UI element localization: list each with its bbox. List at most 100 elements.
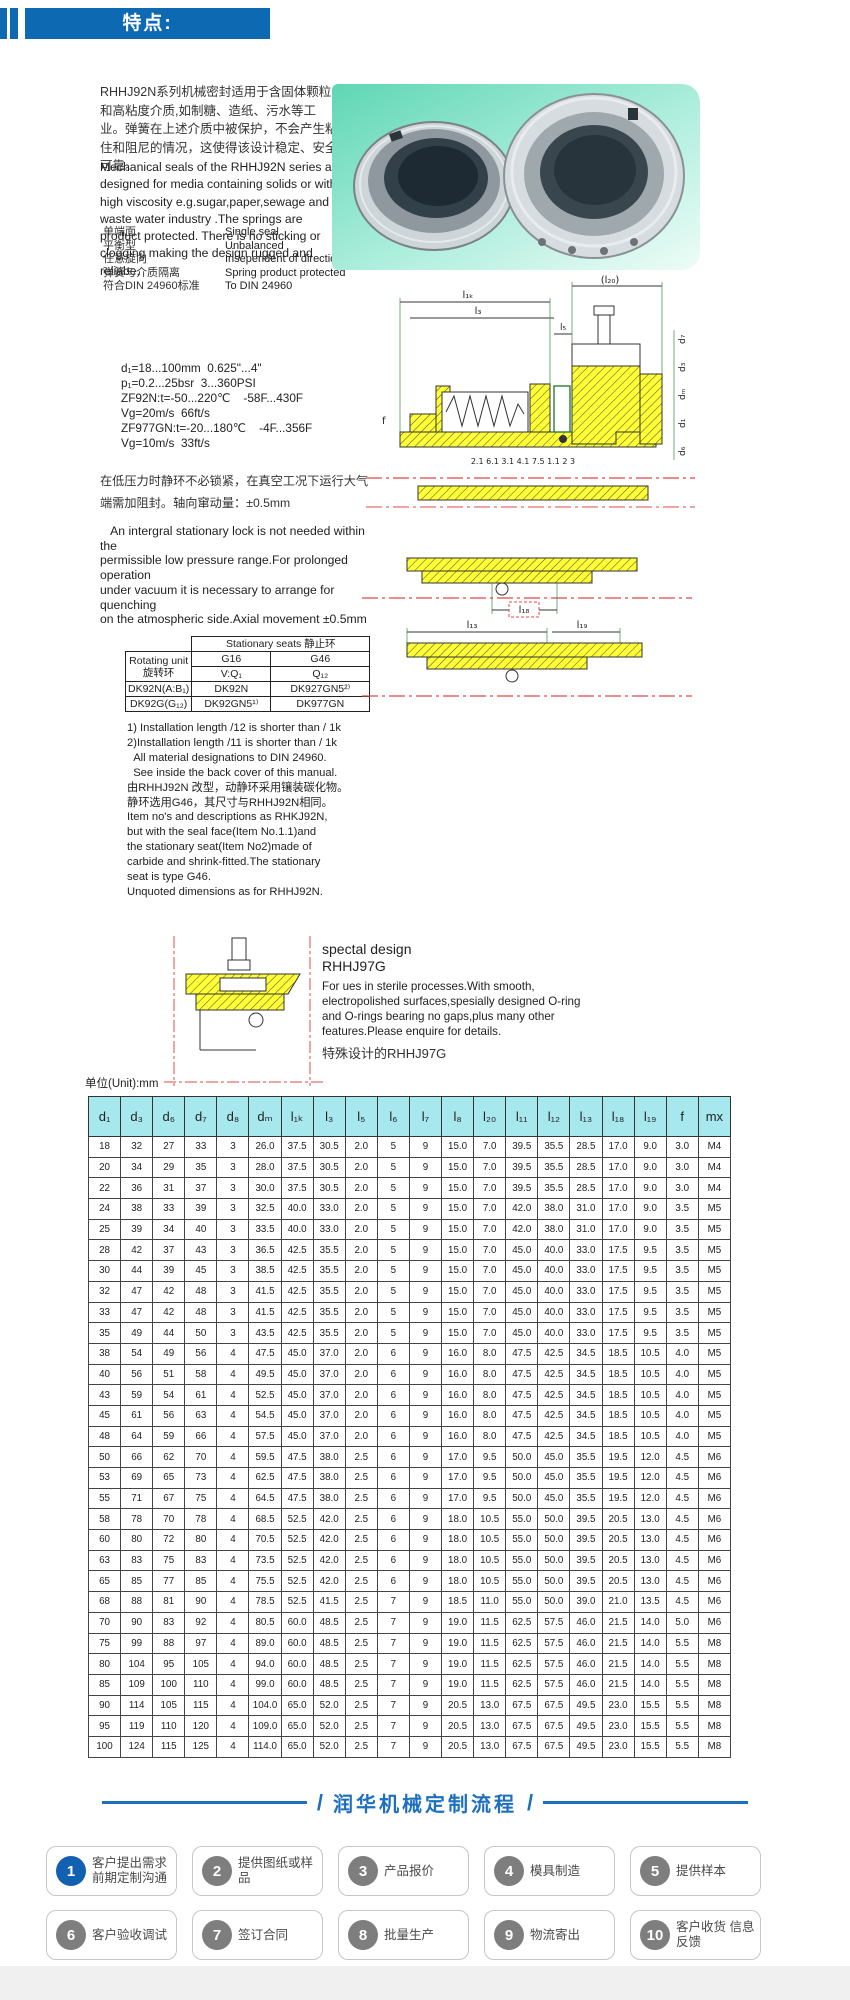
decor-stripe: [10, 8, 18, 39]
table-cell: 43: [184, 1239, 218, 1262]
table-cell: 33.0: [569, 1239, 603, 1262]
table-cell: 47.5: [280, 1446, 314, 1468]
table-row: 40 56 51 58 4 49.5 45.0 37.0 2.0 6 9 16.0 8.0 47.5 42.…: [87, 1363, 732, 1386]
dim-label: d₃: [678, 362, 688, 372]
table-cell: 6: [376, 1342, 410, 1365]
table-cell: 21.5: [601, 1632, 635, 1655]
table-cell: 50: [87, 1446, 122, 1468]
table-cell: 27: [152, 1136, 186, 1158]
table-cell: 42: [152, 1301, 186, 1324]
product-photo: [332, 84, 700, 270]
table-cell: 41.5: [312, 1591, 346, 1613]
table-cell: 7.0: [473, 1218, 507, 1241]
table-cell: 9: [408, 1384, 443, 1406]
table-cell: 5: [376, 1260, 410, 1282]
table-cell: 40.0: [537, 1260, 571, 1282]
table-cell: 83: [184, 1549, 218, 1572]
table-cell: 2.0: [344, 1136, 378, 1158]
table-cell: 34: [152, 1218, 186, 1241]
table-cell: 39.5: [569, 1549, 603, 1572]
table-cell: M4: [697, 1177, 732, 1200]
seat-table-cell: DK92G(G₁₂): [124, 696, 193, 712]
table-cell: 55.0: [505, 1549, 539, 1572]
table-cell: 5.5: [665, 1735, 699, 1758]
table-cell: 65: [87, 1570, 122, 1593]
table-cell: 9: [408, 1177, 443, 1200]
table-cell: 33.0: [312, 1218, 346, 1241]
table-cell: 38.0: [312, 1467, 346, 1489]
table-cell: 33.0: [312, 1198, 346, 1220]
table-row: 48 64 59 66 4 57.5 45.0 37.0 2.0 6 9 16.0 8.0 47.5 42.…: [87, 1425, 732, 1448]
table-cell: 5.5: [665, 1632, 699, 1655]
table-cell: 45.0: [537, 1446, 571, 1468]
table-cell: 4: [216, 1342, 250, 1365]
table-cell: 38.0: [537, 1198, 571, 1220]
table-cell: 6: [376, 1467, 410, 1489]
table-cell: 59: [120, 1384, 154, 1406]
table-cell: 3.5: [665, 1301, 699, 1324]
dim-label: l₁ₖ: [462, 290, 473, 301]
table-cell: 6: [376, 1384, 410, 1406]
table-cell: 68: [87, 1591, 122, 1613]
table-cell: 85: [184, 1570, 218, 1593]
feature-label-zh: 弹簧与介质隔离: [103, 266, 180, 279]
column-header: l₈: [441, 1096, 475, 1137]
column-header: dₘ: [248, 1096, 282, 1137]
seat-table: Stationary seats 静止环 Rotating unit 旋转环 G…: [124, 636, 371, 712]
table-cell: 35.5: [312, 1280, 346, 1303]
table-cell: 35.5: [569, 1467, 603, 1489]
column-header: d₁: [87, 1096, 122, 1137]
table-cell: 47.5: [505, 1363, 539, 1386]
table-cell: 39.0: [569, 1591, 603, 1613]
table-cell: 4: [216, 1673, 250, 1696]
table-row: 24 38 33 39 3 32.5 40.0 33.0 2.0 5 9 15.0 7.0 42.0 38.…: [87, 1198, 732, 1220]
table-cell: 4: [216, 1404, 250, 1427]
table-cell: 12.0: [633, 1446, 667, 1468]
table-cell: 47.5: [505, 1404, 539, 1427]
process-step-card: 8 批量生产: [338, 1910, 469, 1960]
table-cell: 52.5: [280, 1549, 314, 1572]
table-cell: 67.5: [505, 1694, 539, 1717]
dim-label: (l₂₀): [601, 275, 620, 286]
table-cell: 9: [408, 1735, 443, 1758]
column-header: l₆: [376, 1096, 410, 1137]
table-cell: 57.5: [248, 1425, 282, 1448]
table-cell: 67.5: [505, 1735, 539, 1758]
table-cell: 37.5: [280, 1136, 314, 1158]
step-label: 模具制造: [530, 1863, 581, 1878]
table-cell: 3: [216, 1156, 250, 1179]
table-cell: 40.0: [537, 1239, 571, 1262]
table-cell: 50.0: [505, 1467, 539, 1489]
table-cell: 9.0: [633, 1218, 667, 1241]
table-cell: 4: [216, 1735, 250, 1758]
table-cell: 40.0: [537, 1322, 571, 1344]
process-row-1: 1 客户提出需求 前期定制沟通 2 提供图纸或样品 3 产品报价 4 模具制造 5 提供样本: [46, 1846, 806, 1896]
main-table-head: d₁ d₃ d₆ d₇ d₈ dₘ l₁ₖ l₃ l₅ l₆ l₇ l₈ l₂₀ l₁₁ l₁₂ l₁₃ l₁₈…: [87, 1096, 732, 1137]
table-cell: 4: [216, 1425, 250, 1448]
table-cell: 58: [87, 1508, 122, 1531]
dim-label: d₇: [678, 334, 688, 344]
table-cell: 54: [120, 1342, 154, 1365]
table-row: 68 88 81 90 4 78.5 52.5 41.5 2.5 7 9 18.5 11.0 55.0 50…: [87, 1591, 732, 1613]
table-cell: 5: [376, 1280, 410, 1303]
table-cell: 115: [184, 1694, 218, 1717]
step-label: 提供图纸或样品: [238, 1856, 314, 1885]
table-cell: 8.0: [473, 1363, 507, 1386]
step-label: 客户验收调试: [92, 1927, 168, 1942]
table-row: 28 42 37 43 3 36.5 42.5 35.5 2.0 5 9 15.0 7.0 45.0 40.…: [87, 1239, 732, 1262]
table-cell: 4.0: [665, 1384, 699, 1406]
table-cell: 46.0: [569, 1611, 603, 1634]
table-cell: 2.5: [344, 1611, 378, 1634]
table-cell: 9: [408, 1570, 443, 1593]
table-cell: 8.0: [473, 1342, 507, 1365]
table-cell: 92: [184, 1611, 218, 1634]
seat-table-rotating-cell: Rotating unit 旋转环: [124, 651, 193, 682]
table-cell: 45.0: [280, 1425, 314, 1448]
table-cell: 18.5: [601, 1384, 635, 1406]
column-header: f: [665, 1096, 699, 1137]
table-cell: 10.5: [473, 1570, 507, 1593]
table-cell: 5: [376, 1177, 410, 1200]
table-cell: 45.0: [280, 1384, 314, 1406]
intro-paragraph-en: Mechanical seals of the RHHJ92N series a…: [100, 160, 343, 278]
slash-decor: /: [527, 1789, 534, 1815]
